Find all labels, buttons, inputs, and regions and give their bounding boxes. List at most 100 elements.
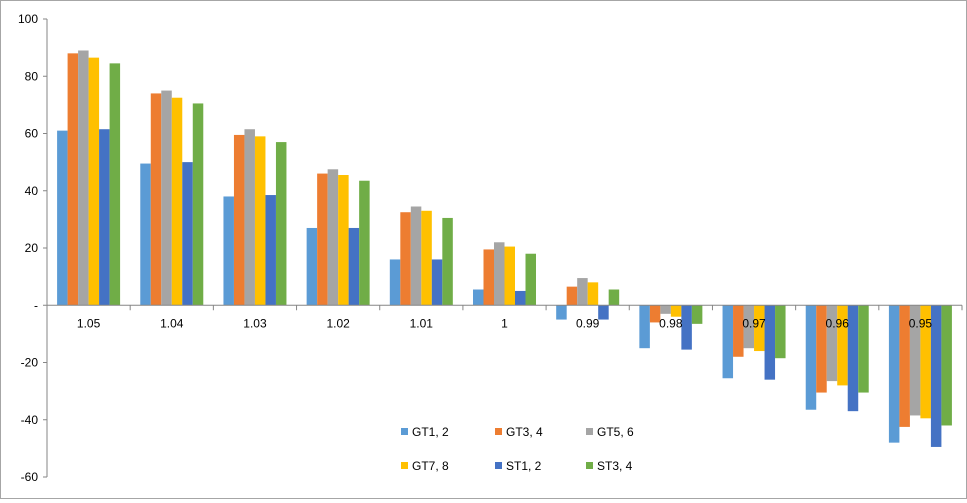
bar-st1-2-0.96 [847,305,859,412]
bar-st3-4-0.99 [608,289,620,306]
bar-gt5-6-1.01 [410,206,422,306]
x-tick-label: 0.97 [742,316,766,330]
bar-st1-2-1.03 [265,195,276,306]
y-tick-label: 100 [18,12,38,26]
bar-gt7-8-0.98 [670,305,682,317]
bar-gt1-2-1.01 [389,259,401,306]
bar-gt3-4-1.04 [150,93,162,306]
bar-gt1-2-1 [473,289,484,306]
bar-gt7-8-0.96 [837,305,848,386]
bar-st1-2-1.05 [99,129,110,306]
bar-gt1-2-1.04 [140,163,151,306]
bar-st3-4-1.04 [192,103,204,306]
bar-st1-2-0.95 [930,305,942,447]
y-tick-label: -40 [21,413,39,427]
bar-gt1-2-1.02 [306,227,318,306]
bar-st3-4-1 [525,253,536,306]
legend-label: GT3, 4 [506,425,543,439]
bar-gt7-8-1.03 [254,136,266,306]
bar-gt3-4-1.02 [317,173,328,306]
bar-gt3-4-1.05 [67,53,79,306]
bar-gt7-8-1.01 [421,210,432,306]
legend-label: GT5, 6 [597,425,634,439]
bar-gt7-8-0.99 [587,282,599,306]
bar-gt3-4-1 [483,249,494,306]
bar-gt5-6-0.98 [660,305,671,314]
y-tick-label: 20 [25,241,39,255]
bar-st1-2-1.02 [348,227,360,306]
bar-gt7-8-0.97 [754,305,765,352]
bar-gt5-6-1.03 [244,129,255,306]
bar-st3-4-0.97 [775,305,786,359]
y-tick-label: 40 [25,184,39,198]
bar-st3-4-1.03 [275,142,287,306]
bar-gt7-8-1 [504,246,515,306]
bar-st1-2-1.04 [182,162,193,306]
legend-label: ST3, 4 [597,459,633,473]
bar-gt5-6-0.96 [826,305,838,382]
bar-st3-4-0.98 [691,305,703,324]
bar-gt5-6-0.99 [577,278,588,306]
bars-group [57,50,952,447]
bar-gt7-8-0.95 [920,305,931,419]
y-tick-label: -60 [21,470,39,484]
bar-gt3-4-0.95 [899,305,910,427]
x-tick-label: 0.99 [576,316,600,330]
bar-gt1-2-1.03 [223,196,234,306]
x-tick-label: 1.05 [77,316,101,330]
y-tick-label: 80 [25,69,39,83]
bar-st3-4-1.02 [359,180,370,306]
bar-gt1-2-0.99 [556,305,567,320]
bar-gt5-6-0.95 [909,305,921,416]
y-tick-label: 60 [25,127,39,141]
bar-st1-2-0.97 [764,305,776,380]
bar-gt3-4-0.97 [733,305,744,357]
bar-st3-4-0.96 [858,305,869,393]
x-axis: 1.05 1.04 1.03 1.02 1.01 1 0.99 0.98 0.97 0.96 0.9… [46,304,963,330]
bar-gt3-4-1.01 [400,212,411,306]
y-tick-label: -20 [21,356,39,370]
legend-swatch [586,428,593,435]
legend-swatch [401,428,408,435]
x-tick-label: 1.03 [243,316,267,330]
x-tick-label: 0.95 [909,316,933,330]
x-tick-label: 0.98 [659,316,683,330]
bar-gt5-6-1.02 [327,169,339,306]
bar-gt5-6-1.04 [161,90,172,306]
x-tick-label: 1.01 [410,316,434,330]
bar-st1-2-1 [515,290,526,306]
legend-label: GT1, 2 [412,425,449,439]
legend-swatch [495,462,502,469]
bar-st1-2-0.98 [681,305,692,350]
bar-gt7-8-1.02 [338,175,349,306]
x-tick-label: 1.04 [160,316,184,330]
bar-st1-2-1.01 [431,259,443,306]
bar-st1-2-0.99 [598,305,609,320]
bar-gt7-8-1.05 [88,57,100,306]
bar-gt3-4-0.98 [649,305,661,323]
bar-gt3-4-0.96 [816,305,827,393]
legend-swatch [401,462,408,469]
x-tick-label: 1.02 [326,316,350,330]
bar-gt1-2-0.95 [888,305,900,443]
legend-swatch [586,462,593,469]
legend-label: ST1, 2 [506,459,542,473]
bar-gt1-2-0.97 [722,305,734,379]
bar-gt3-4-0.99 [566,286,578,306]
bar-st3-4-0.95 [941,305,952,426]
x-tick-label: 0.96 [826,316,850,330]
bar-gt7-8-1.04 [171,97,183,306]
x-tick-label: 1 [501,316,508,330]
bar-st3-4-1.01 [442,217,453,306]
y-tick-label: - [34,298,38,312]
legend-swatch [495,428,502,435]
bar-gt1-2-1.05 [57,130,68,306]
bar-gt5-6-1.05 [78,50,89,306]
bar-gt3-4-1.03 [233,134,245,306]
bar-gt5-6-1 [494,242,505,306]
bar-gt1-2-0.98 [639,305,650,349]
legend-label: GT7, 8 [412,459,449,473]
